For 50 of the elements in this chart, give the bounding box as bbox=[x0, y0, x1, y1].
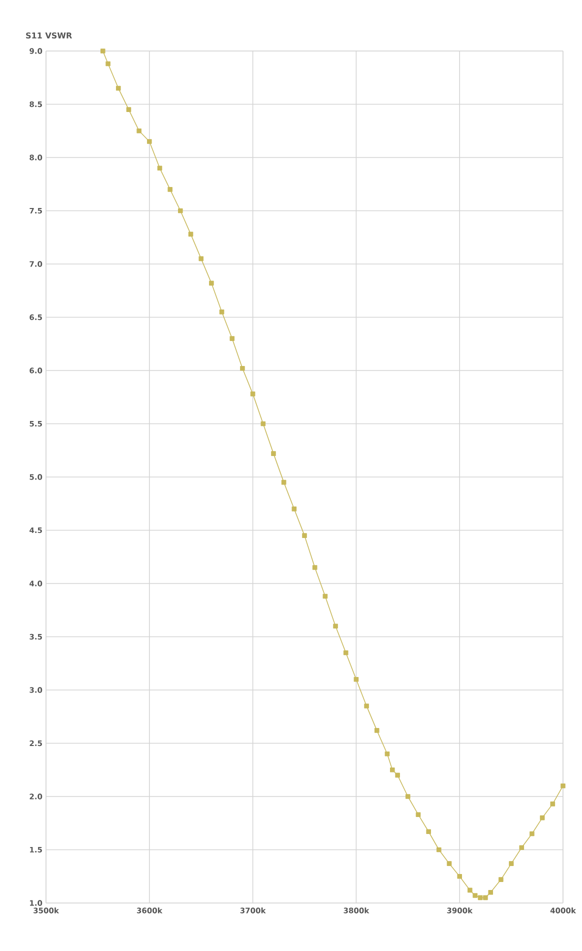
point bbox=[302, 533, 307, 538]
point bbox=[147, 139, 152, 144]
point bbox=[126, 107, 132, 112]
point bbox=[100, 48, 106, 54]
point bbox=[198, 256, 204, 262]
point bbox=[468, 888, 472, 893]
point bbox=[322, 594, 328, 599]
point bbox=[292, 506, 297, 512]
point bbox=[446, 861, 452, 866]
point bbox=[519, 845, 524, 850]
point bbox=[209, 280, 214, 286]
point bbox=[540, 815, 545, 820]
point bbox=[374, 728, 380, 733]
point bbox=[271, 451, 276, 456]
point bbox=[168, 187, 172, 192]
point bbox=[530, 831, 534, 836]
point bbox=[333, 624, 338, 628]
point bbox=[312, 565, 318, 570]
point bbox=[395, 772, 400, 778]
chart-title: S11 VSWR bbox=[26, 32, 72, 38]
point bbox=[157, 166, 162, 171]
point bbox=[550, 802, 556, 806]
point bbox=[116, 86, 121, 91]
point bbox=[390, 767, 395, 772]
point bbox=[230, 336, 235, 341]
point bbox=[364, 704, 369, 708]
point bbox=[250, 392, 256, 396]
point bbox=[406, 794, 410, 799]
point bbox=[240, 366, 245, 371]
point bbox=[136, 128, 142, 134]
point bbox=[343, 650, 348, 656]
point bbox=[560, 783, 566, 788]
point bbox=[178, 208, 183, 214]
point bbox=[106, 61, 110, 66]
point bbox=[457, 874, 462, 879]
point bbox=[219, 310, 224, 314]
point bbox=[488, 890, 494, 895]
point bbox=[483, 895, 488, 900]
point bbox=[384, 751, 390, 756]
point bbox=[416, 812, 421, 817]
point bbox=[478, 895, 483, 900]
point bbox=[188, 232, 194, 237]
point bbox=[354, 676, 359, 682]
point bbox=[508, 861, 514, 866]
point bbox=[281, 480, 286, 485]
point bbox=[472, 893, 478, 898]
point bbox=[260, 421, 266, 426]
point bbox=[426, 829, 431, 834]
point bbox=[436, 847, 442, 852]
point bbox=[498, 877, 504, 882]
